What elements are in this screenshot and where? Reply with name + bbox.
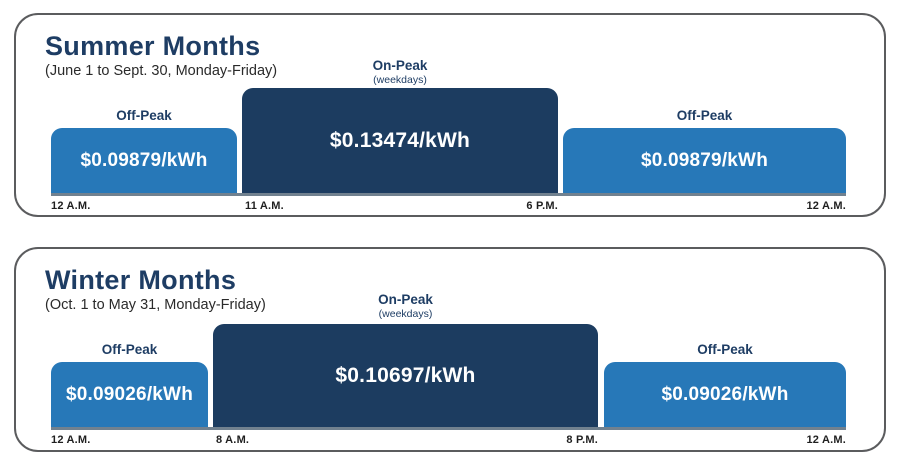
winter-panel: Winter Months (Oct. 1 to May 31, Monday-… <box>14 247 886 452</box>
summer-panel-title: Summer Months <box>45 31 261 61</box>
winter-off-peak-bar-morning: $0.09026/kWh <box>51 362 208 427</box>
winter-panel-title: Winter Months <box>45 265 237 295</box>
winter-off-peak-price-evening: $0.09026/kWh <box>661 383 789 405</box>
summer-axis-baseline <box>51 193 846 196</box>
winter-axis-baseline <box>51 427 846 430</box>
winter-time-label-onpeak-end: 8 P.M. <box>566 434 598 446</box>
summer-on-peak-price: $0.13474/kWh <box>329 128 471 152</box>
on-peak-label-text: On-Peak <box>378 292 433 307</box>
winter-off-peak-bar-evening: $0.09026/kWh <box>604 362 846 427</box>
summer-panel: Summer Months (June 1 to Sept. 30, Monda… <box>14 13 886 217</box>
summer-off-peak-price-morning: $0.09879/kWh <box>80 149 208 171</box>
winter-panel-subtitle: (Oct. 1 to May 31, Monday-Friday) <box>45 297 266 313</box>
winter-time-label-onpeak-start: 8 A.M. <box>216 434 250 446</box>
winter-on-peak-bar: $0.10697/kWh <box>213 324 598 427</box>
weekdays-label-text: (weekdays) <box>373 74 427 87</box>
summer-off-peak-bar-morning: $0.09879/kWh <box>51 128 237 193</box>
summer-off-peak-label-morning: Off-Peak <box>116 108 172 123</box>
summer-off-peak-bar-evening: $0.09879/kWh <box>563 128 846 193</box>
on-peak-label-text: On-Peak <box>372 58 428 73</box>
summer-time-label-onpeak-end: 6 P.M. <box>526 200 558 212</box>
winter-on-peak-label: On-Peak (weekdays) <box>213 292 598 321</box>
winter-off-peak-price-morning: $0.09026/kWh <box>65 383 194 405</box>
weekdays-label-text: (weekdays) <box>378 308 433 321</box>
summer-time-label-start: 12 A.M. <box>51 200 91 212</box>
winter-on-peak-price: $0.10697/kWh <box>335 363 476 387</box>
winter-time-label-start: 12 A.M. <box>51 434 91 446</box>
summer-on-peak-label: On-Peak (weekdays) <box>242 58 558 87</box>
winter-off-peak-label-evening: Off-Peak <box>697 342 753 357</box>
winter-time-label-end: 12 A.M. <box>806 434 846 446</box>
summer-off-peak-price-evening: $0.09879/kWh <box>640 149 769 171</box>
summer-time-label-end: 12 A.M. <box>806 200 846 212</box>
summer-off-peak-label-evening: Off-Peak <box>676 108 733 123</box>
summer-time-label-onpeak-start: 11 A.M. <box>245 200 284 212</box>
summer-panel-subtitle: (June 1 to Sept. 30, Monday-Friday) <box>45 63 278 79</box>
winter-off-peak-label-morning: Off-Peak <box>101 342 158 357</box>
summer-on-peak-bar: $0.13474/kWh <box>242 88 558 193</box>
